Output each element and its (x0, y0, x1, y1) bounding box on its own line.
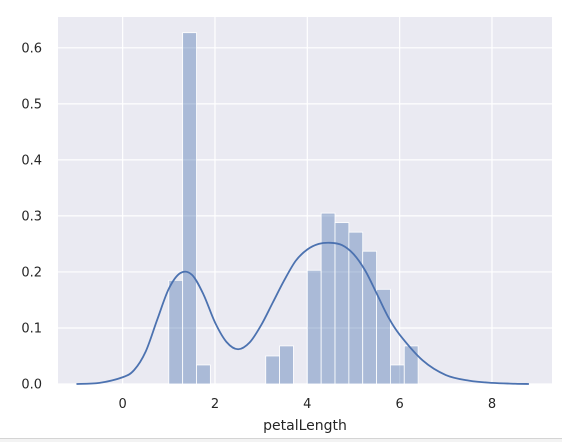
x-tick-label: 8 (488, 397, 496, 412)
y-tick-label: 0.3 (21, 209, 42, 224)
x-axis-ticks: 0 2 4 6 8 (118, 397, 496, 412)
kde-line (76, 241, 529, 385)
histogram-bar (390, 364, 405, 385)
y-tick-label: 0.4 (21, 153, 42, 168)
y-tick-label: 0.0 (21, 378, 42, 393)
histogram-bar (306, 269, 322, 385)
x-tick-label: 6 (396, 397, 404, 412)
histogram-bar (348, 231, 364, 385)
histogram-bar (265, 355, 281, 385)
y-tick-label: 0.5 (21, 97, 42, 112)
histogram-bars (168, 32, 419, 385)
histogram-bar (334, 222, 350, 385)
x-tick-label: 4 (303, 397, 311, 412)
histogram-bar (168, 279, 184, 385)
y-axis-ticks: 0.0 0.1 0.2 0.3 0.4 0.5 0.6 (21, 41, 42, 392)
kde-curve (76, 241, 529, 385)
x-tick-label: 0 (118, 397, 126, 412)
x-tick-label: 2 (211, 397, 219, 412)
histogram-bar (196, 364, 211, 385)
histogram-bar (279, 345, 294, 385)
y-tick-label: 0.1 (21, 321, 42, 336)
plot-background (58, 17, 552, 384)
histogram-bar (182, 32, 197, 385)
grid (58, 17, 552, 385)
histogram-bar (376, 288, 391, 385)
bottom-strip (0, 438, 562, 442)
y-tick-label: 0.2 (21, 265, 42, 280)
y-tick-label: 0.6 (21, 41, 42, 56)
histogram-bar (320, 212, 336, 385)
x-axis-title: petalLength (263, 418, 347, 434)
histogram-bar (403, 345, 419, 385)
